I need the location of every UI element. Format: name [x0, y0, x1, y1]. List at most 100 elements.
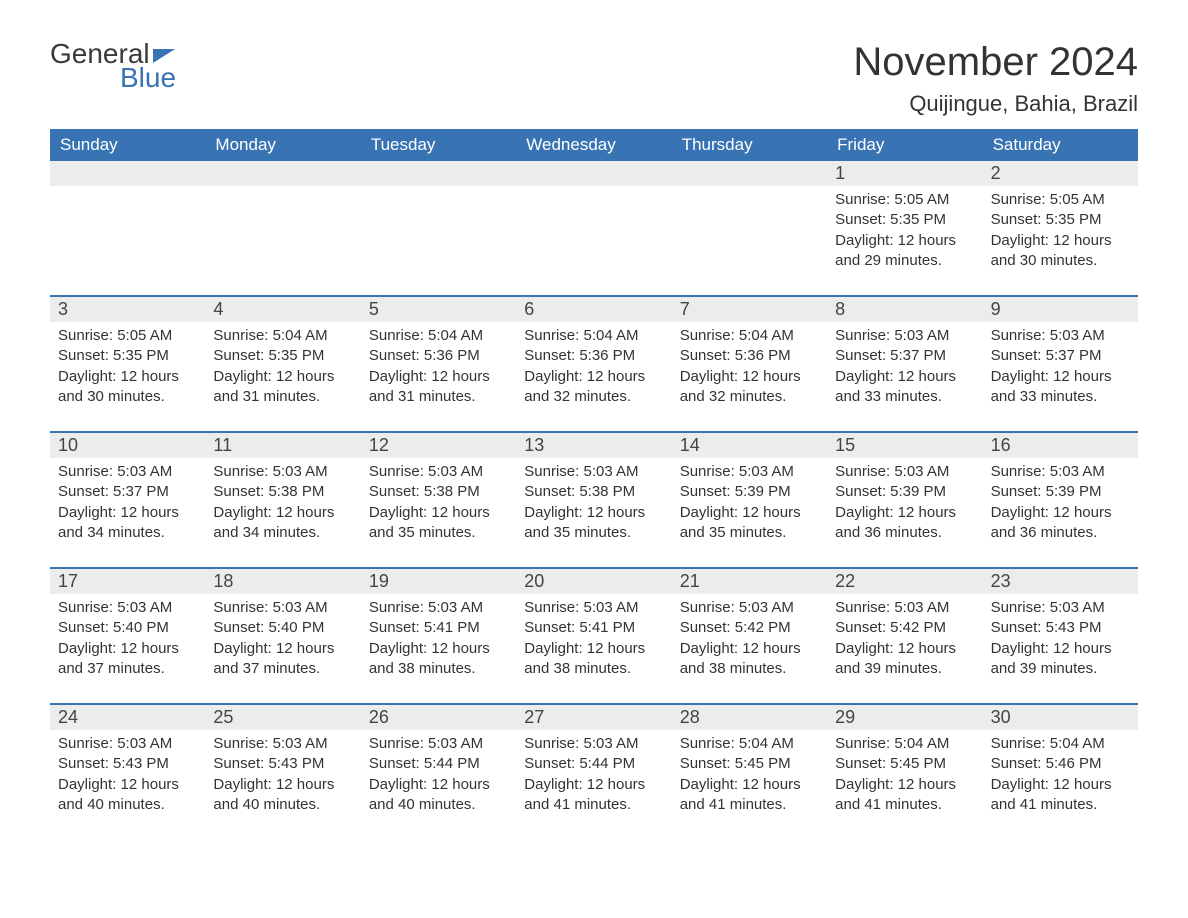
- day-cell: 24Sunrise: 5:03 AMSunset: 5:43 PMDayligh…: [50, 705, 205, 823]
- daylight-line: Daylight: 12 hours and 33 minutes.: [991, 367, 1130, 408]
- day-body: Sunrise: 5:03 AMSunset: 5:43 PMDaylight:…: [983, 594, 1138, 687]
- daylight-line: Daylight: 12 hours and 32 minutes.: [680, 367, 819, 408]
- day-body: Sunrise: 5:04 AMSunset: 5:35 PMDaylight:…: [205, 322, 360, 415]
- day-cell: 11Sunrise: 5:03 AMSunset: 5:38 PMDayligh…: [205, 433, 360, 551]
- week-row: 17Sunrise: 5:03 AMSunset: 5:40 PMDayligh…: [50, 567, 1138, 687]
- daylight-line: Daylight: 12 hours and 30 minutes.: [58, 367, 197, 408]
- day-body: Sunrise: 5:05 AMSunset: 5:35 PMDaylight:…: [983, 186, 1138, 279]
- sunrise-line: Sunrise: 5:03 AM: [58, 598, 197, 618]
- daylight-line: Daylight: 12 hours and 36 minutes.: [835, 503, 974, 544]
- sunset-line: Sunset: 5:39 PM: [680, 482, 819, 502]
- day-number: 1: [827, 161, 982, 186]
- empty-day-cell: [205, 161, 360, 279]
- daylight-line: Daylight: 12 hours and 33 minutes.: [835, 367, 974, 408]
- daylight-line: Daylight: 12 hours and 34 minutes.: [213, 503, 352, 544]
- sunset-line: Sunset: 5:38 PM: [524, 482, 663, 502]
- day-body: Sunrise: 5:03 AMSunset: 5:40 PMDaylight:…: [205, 594, 360, 687]
- day-number: 26: [361, 705, 516, 730]
- day-number: 16: [983, 433, 1138, 458]
- location: Quijingue, Bahia, Brazil: [853, 91, 1138, 117]
- day-cell: 8Sunrise: 5:03 AMSunset: 5:37 PMDaylight…: [827, 297, 982, 415]
- day-body: Sunrise: 5:04 AMSunset: 5:36 PMDaylight:…: [672, 322, 827, 415]
- sunrise-line: Sunrise: 5:03 AM: [835, 462, 974, 482]
- daylight-line: Daylight: 12 hours and 35 minutes.: [524, 503, 663, 544]
- logo-triangle-icon: [153, 49, 175, 63]
- day-body: Sunrise: 5:03 AMSunset: 5:41 PMDaylight:…: [516, 594, 671, 687]
- sunset-line: Sunset: 5:43 PM: [213, 754, 352, 774]
- empty-day-cell: [50, 161, 205, 279]
- sunrise-line: Sunrise: 5:03 AM: [835, 326, 974, 346]
- daylight-line: Daylight: 12 hours and 35 minutes.: [369, 503, 508, 544]
- daylight-line: Daylight: 12 hours and 36 minutes.: [991, 503, 1130, 544]
- daylight-line: Daylight: 12 hours and 38 minutes.: [524, 639, 663, 680]
- empty-day-cell: [672, 161, 827, 279]
- day-cell: 10Sunrise: 5:03 AMSunset: 5:37 PMDayligh…: [50, 433, 205, 551]
- day-number: 21: [672, 569, 827, 594]
- daylight-line: Daylight: 12 hours and 32 minutes.: [524, 367, 663, 408]
- empty-day-cell: [361, 161, 516, 279]
- title-block: November 2024 Quijingue, Bahia, Brazil: [853, 40, 1138, 117]
- day-number: [361, 161, 516, 186]
- sunset-line: Sunset: 5:45 PM: [835, 754, 974, 774]
- day-body: Sunrise: 5:03 AMSunset: 5:39 PMDaylight:…: [983, 458, 1138, 551]
- day-cell: 17Sunrise: 5:03 AMSunset: 5:40 PMDayligh…: [50, 569, 205, 687]
- day-cell: 12Sunrise: 5:03 AMSunset: 5:38 PMDayligh…: [361, 433, 516, 551]
- day-number: 18: [205, 569, 360, 594]
- day-body: Sunrise: 5:03 AMSunset: 5:44 PMDaylight:…: [516, 730, 671, 823]
- day-body: Sunrise: 5:04 AMSunset: 5:45 PMDaylight:…: [827, 730, 982, 823]
- day-body: Sunrise: 5:03 AMSunset: 5:42 PMDaylight:…: [827, 594, 982, 687]
- sunset-line: Sunset: 5:43 PM: [991, 618, 1130, 638]
- day-number: 15: [827, 433, 982, 458]
- day-number: [205, 161, 360, 186]
- day-cell: 27Sunrise: 5:03 AMSunset: 5:44 PMDayligh…: [516, 705, 671, 823]
- sunrise-line: Sunrise: 5:03 AM: [991, 462, 1130, 482]
- daylight-line: Daylight: 12 hours and 41 minutes.: [835, 775, 974, 816]
- day-number: 29: [827, 705, 982, 730]
- sunrise-line: Sunrise: 5:05 AM: [58, 326, 197, 346]
- sunset-line: Sunset: 5:46 PM: [991, 754, 1130, 774]
- day-cell: 9Sunrise: 5:03 AMSunset: 5:37 PMDaylight…: [983, 297, 1138, 415]
- day-cell: 5Sunrise: 5:04 AMSunset: 5:36 PMDaylight…: [361, 297, 516, 415]
- sunrise-line: Sunrise: 5:03 AM: [58, 734, 197, 754]
- sunrise-line: Sunrise: 5:03 AM: [680, 598, 819, 618]
- daylight-line: Daylight: 12 hours and 35 minutes.: [680, 503, 819, 544]
- day-cell: 14Sunrise: 5:03 AMSunset: 5:39 PMDayligh…: [672, 433, 827, 551]
- day-number: 7: [672, 297, 827, 322]
- day-cell: 19Sunrise: 5:03 AMSunset: 5:41 PMDayligh…: [361, 569, 516, 687]
- sunset-line: Sunset: 5:44 PM: [369, 754, 508, 774]
- day-body: Sunrise: 5:03 AMSunset: 5:37 PMDaylight:…: [827, 322, 982, 415]
- sunset-line: Sunset: 5:40 PM: [58, 618, 197, 638]
- sunset-line: Sunset: 5:45 PM: [680, 754, 819, 774]
- day-number: [672, 161, 827, 186]
- day-body: Sunrise: 5:05 AMSunset: 5:35 PMDaylight:…: [50, 322, 205, 415]
- sunrise-line: Sunrise: 5:04 AM: [524, 326, 663, 346]
- day-cell: 21Sunrise: 5:03 AMSunset: 5:42 PMDayligh…: [672, 569, 827, 687]
- week-row: 1Sunrise: 5:05 AMSunset: 5:35 PMDaylight…: [50, 161, 1138, 279]
- day-cell: 29Sunrise: 5:04 AMSunset: 5:45 PMDayligh…: [827, 705, 982, 823]
- day-number: 14: [672, 433, 827, 458]
- daylight-line: Daylight: 12 hours and 29 minutes.: [835, 231, 974, 272]
- day-cell: 26Sunrise: 5:03 AMSunset: 5:44 PMDayligh…: [361, 705, 516, 823]
- daylight-line: Daylight: 12 hours and 38 minutes.: [680, 639, 819, 680]
- daylight-line: Daylight: 12 hours and 39 minutes.: [835, 639, 974, 680]
- sunrise-line: Sunrise: 5:03 AM: [524, 598, 663, 618]
- daylight-line: Daylight: 12 hours and 37 minutes.: [58, 639, 197, 680]
- day-cell: 15Sunrise: 5:03 AMSunset: 5:39 PMDayligh…: [827, 433, 982, 551]
- sunrise-line: Sunrise: 5:03 AM: [213, 598, 352, 618]
- sunrise-line: Sunrise: 5:03 AM: [213, 734, 352, 754]
- day-number: 30: [983, 705, 1138, 730]
- sunrise-line: Sunrise: 5:03 AM: [213, 462, 352, 482]
- day-cell: 23Sunrise: 5:03 AMSunset: 5:43 PMDayligh…: [983, 569, 1138, 687]
- day-cell: 22Sunrise: 5:03 AMSunset: 5:42 PMDayligh…: [827, 569, 982, 687]
- sunset-line: Sunset: 5:35 PM: [213, 346, 352, 366]
- daylight-line: Daylight: 12 hours and 40 minutes.: [58, 775, 197, 816]
- sunrise-line: Sunrise: 5:03 AM: [835, 598, 974, 618]
- month-title: November 2024: [853, 40, 1138, 85]
- sunset-line: Sunset: 5:41 PM: [524, 618, 663, 638]
- day-number: 9: [983, 297, 1138, 322]
- daylight-line: Daylight: 12 hours and 37 minutes.: [213, 639, 352, 680]
- sunset-line: Sunset: 5:35 PM: [991, 210, 1130, 230]
- day-body: Sunrise: 5:05 AMSunset: 5:35 PMDaylight:…: [827, 186, 982, 279]
- day-number: 19: [361, 569, 516, 594]
- day-cell: 18Sunrise: 5:03 AMSunset: 5:40 PMDayligh…: [205, 569, 360, 687]
